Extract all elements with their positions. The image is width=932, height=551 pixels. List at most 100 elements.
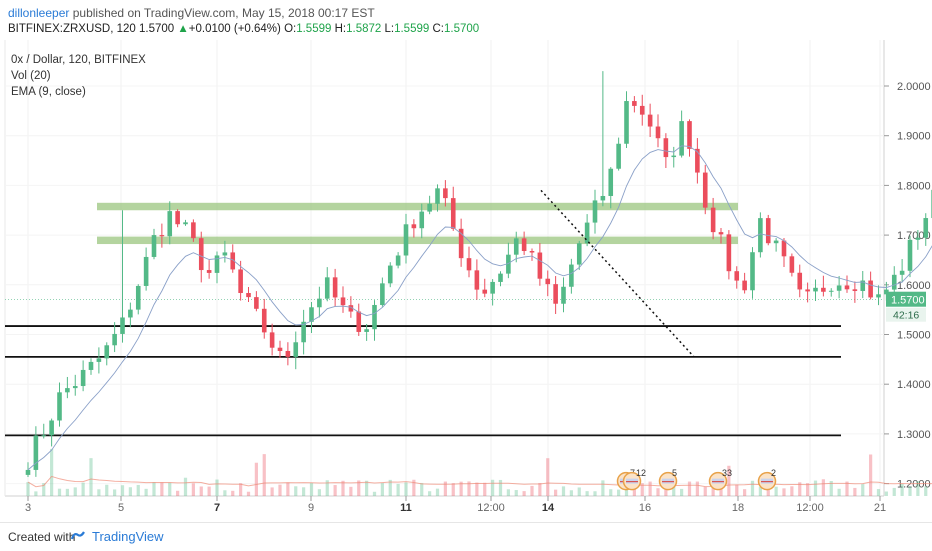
volume-bar <box>200 486 203 496</box>
volume-bar <box>924 486 927 496</box>
candle-body <box>608 169 613 196</box>
candle-body <box>270 332 275 347</box>
candle-body <box>293 342 298 357</box>
volume-bar <box>215 480 218 496</box>
ema-line <box>28 146 932 470</box>
volume-bar <box>452 483 455 496</box>
candle-body <box>223 252 228 255</box>
candle-body <box>648 115 653 127</box>
up-arrow-icon: ▲ <box>177 23 188 35</box>
candle-body <box>175 211 180 224</box>
volume-bar <box>176 491 179 496</box>
candle-body <box>404 224 409 255</box>
volume-bar <box>901 484 904 496</box>
y-tick-label: 1.8000 <box>897 180 931 192</box>
candle-body <box>742 281 747 291</box>
volume-bar <box>688 482 691 496</box>
candle-body <box>758 218 763 252</box>
volume-bar <box>121 485 124 496</box>
volume-bar <box>184 478 187 496</box>
candle-body <box>711 208 716 232</box>
tradingview-brand[interactable]: TradingView <box>92 529 164 544</box>
candle-body <box>632 101 637 106</box>
candle-body <box>829 291 834 292</box>
candle-body <box>144 257 149 286</box>
author-link[interactable]: dillonleeper <box>8 6 69 20</box>
resistance-zone[interactable] <box>97 203 738 210</box>
created-with-label: Created with <box>8 530 75 544</box>
volume-bar <box>664 490 667 496</box>
price-chart[interactable]: 3 5 7 9 11 12:00 14 16 18 12:00 21 2.0000 1.9000 1.80… <box>0 40 932 522</box>
legend-volume[interactable]: Vol (20) <box>11 68 146 84</box>
volume-bar <box>239 483 242 496</box>
candle-body <box>341 297 346 305</box>
volume-bar <box>365 481 368 496</box>
candle-body <box>183 222 188 224</box>
y-tick-label: 2.0000 <box>897 81 931 93</box>
candle-body <box>908 240 913 271</box>
trendline[interactable] <box>541 190 694 356</box>
candle-body <box>152 235 157 257</box>
volume-bar <box>192 483 195 496</box>
y-tick-label: 1.9000 <box>897 131 931 143</box>
candle-body <box>923 218 928 238</box>
candle-body <box>89 362 94 370</box>
legend-ema[interactable]: EMA (9, close) <box>11 84 146 100</box>
candle-body <box>396 255 401 265</box>
volume-bar <box>129 487 132 496</box>
volume-bar <box>562 486 565 496</box>
publish-line: dillonleeper published on TradingView.co… <box>8 6 375 20</box>
candle-body <box>900 271 905 275</box>
candle-body <box>853 289 858 291</box>
x-tick-label: 16 <box>639 502 651 514</box>
candle-body <box>262 309 267 333</box>
candle-body <box>160 235 165 236</box>
candle-body <box>530 251 535 253</box>
volume-bar <box>656 488 659 496</box>
volume-bar <box>82 483 85 496</box>
y-tick-label: 1.3000 <box>897 429 931 441</box>
candle-body <box>892 275 897 290</box>
volume-bar <box>145 489 148 496</box>
volume-bar <box>286 483 289 496</box>
candle-body <box>380 283 385 305</box>
volume-bar <box>294 486 297 496</box>
volume-bar <box>34 491 37 496</box>
candle-body <box>514 238 519 254</box>
chart-header: dillonleeper published on TradingView.co… <box>0 0 932 40</box>
candle-body <box>782 241 787 257</box>
volume-bar <box>373 492 376 496</box>
volume-bar <box>483 483 486 496</box>
high-value: 1.5872 <box>346 23 381 35</box>
volume-bar <box>263 454 266 496</box>
volume-bar <box>302 487 305 496</box>
candle-body <box>766 218 771 243</box>
candle-body <box>545 279 550 284</box>
y-tick-label: 1.4000 <box>897 379 931 391</box>
candle-body <box>687 121 692 149</box>
volume-bar <box>578 487 581 496</box>
volume-bar <box>617 490 620 496</box>
candle-body <box>104 345 109 358</box>
volume-bar <box>271 487 274 496</box>
candle-body <box>671 156 676 157</box>
candle-body <box>561 287 566 304</box>
candle-body <box>703 173 708 208</box>
volume-bar <box>601 480 604 496</box>
candle-body <box>845 285 850 289</box>
volume-bar <box>137 485 140 496</box>
volume-bar <box>223 490 226 496</box>
volume-bar <box>814 481 817 496</box>
volume-bar <box>546 458 549 496</box>
candle-body <box>467 258 472 270</box>
x-tick-label: 7 <box>214 502 220 514</box>
volume-bar <box>499 480 502 496</box>
candle-body <box>569 265 574 287</box>
high-label: H: <box>335 23 347 35</box>
candle-body <box>490 282 495 294</box>
volume-bar <box>554 490 557 496</box>
volume-bar <box>404 482 407 496</box>
volume-bar <box>26 482 29 496</box>
volume-bar <box>680 489 683 496</box>
volume-bar <box>735 485 738 496</box>
